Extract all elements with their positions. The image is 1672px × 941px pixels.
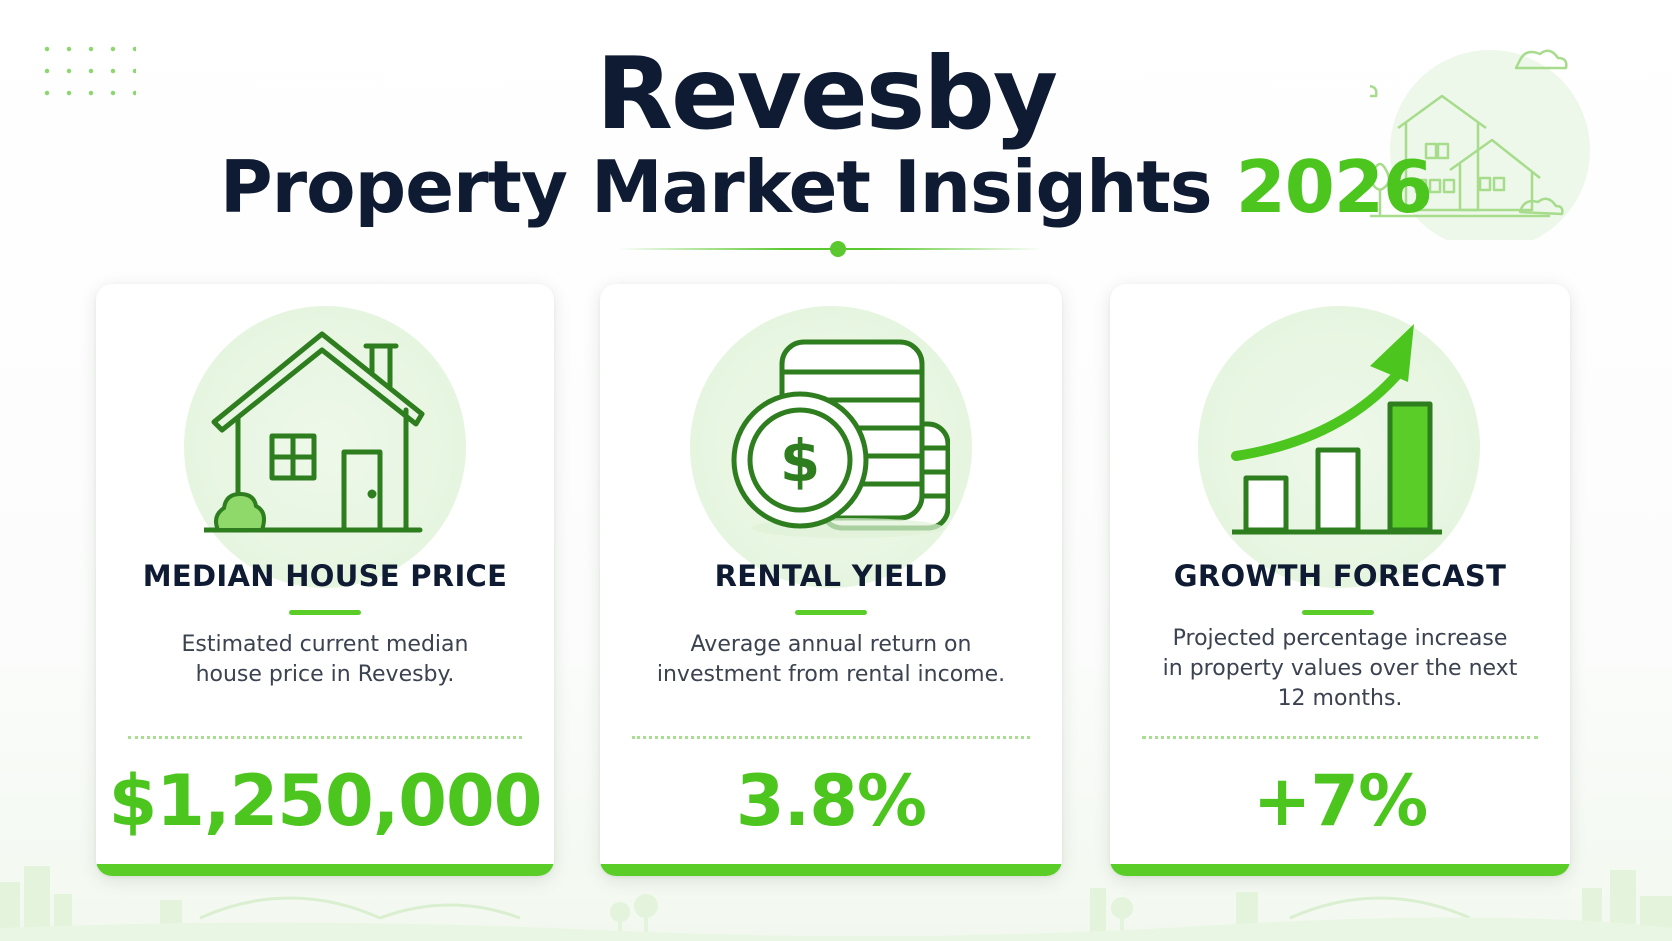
growth-chart-icon bbox=[1231, 324, 1442, 535]
card-growth-forecast: GROWTH FORECAST Projected percentage inc… bbox=[1110, 284, 1570, 876]
house-icon bbox=[204, 331, 425, 533]
card-description: Projected percentage increase in propert… bbox=[1162, 626, 1518, 711]
coins-icon: $ bbox=[731, 339, 950, 538]
card-accent-bar bbox=[289, 610, 361, 615]
dot-grid-decoration bbox=[36, 38, 136, 108]
subtitle-text: Property Market Insights bbox=[219, 145, 1213, 229]
icon-background bbox=[1198, 306, 1480, 588]
card-rental-yield: $ RENTAL YIELD Average annual return on … bbox=[600, 284, 1062, 876]
card-median-house-price: MEDIAN HOUSE PRICE Estimated current med… bbox=[96, 284, 554, 876]
card-title: GROWTH FORECAST bbox=[1173, 559, 1507, 593]
card-description: Estimated current median house price in … bbox=[181, 632, 469, 687]
subtitle-year: 2026 bbox=[1235, 145, 1433, 229]
card-title: MEDIAN HOUSE PRICE bbox=[142, 559, 508, 593]
page-subtitle: Property Market Insights 2026 bbox=[0, 142, 1652, 232]
card-dotted-divider bbox=[632, 736, 1030, 739]
card-accent-bar bbox=[795, 610, 867, 615]
page-title: Revesby bbox=[595, 35, 1058, 152]
card-value: $1,250,000 bbox=[108, 760, 543, 842]
card-value: +7% bbox=[1252, 760, 1429, 842]
svg-text:$: $ bbox=[780, 427, 820, 495]
card-description: Average annual return on investment from… bbox=[656, 632, 1006, 687]
card-value: 3.8% bbox=[735, 760, 927, 842]
houses-decoration-icon bbox=[1370, 49, 1590, 240]
card-dotted-divider bbox=[128, 736, 522, 739]
title-divider-dot bbox=[830, 241, 846, 257]
card-accent-bar bbox=[1302, 610, 1374, 615]
card-dotted-divider bbox=[1142, 736, 1538, 739]
skyline-decoration bbox=[0, 866, 1672, 941]
card-title: RENTAL YIELD bbox=[714, 559, 948, 593]
